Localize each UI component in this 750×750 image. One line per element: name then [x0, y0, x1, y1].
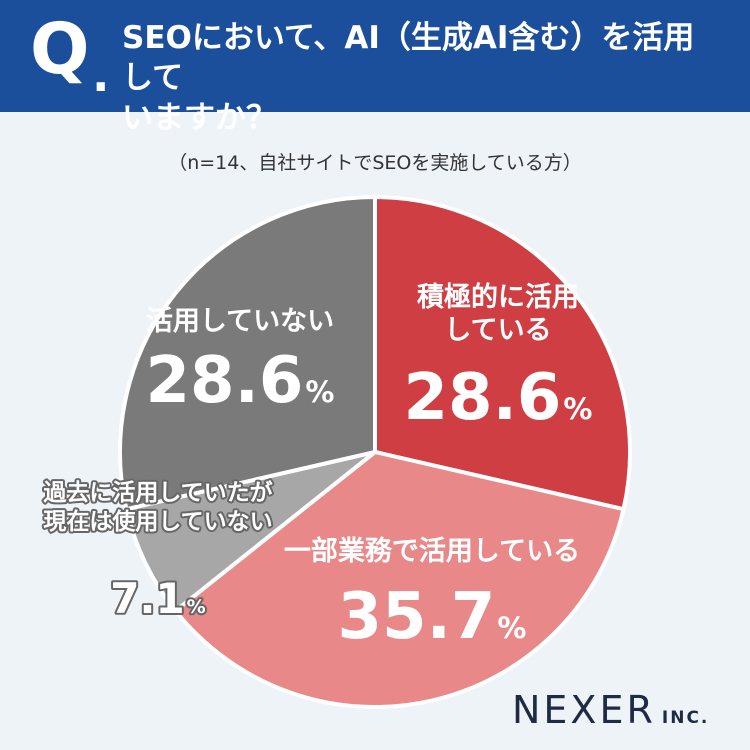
slice-past-use [124, 450, 377, 614]
slice-value: 28.6% [404, 361, 593, 435]
slice-label: 現在は使用していない [43, 508, 272, 535]
slice-active-use [373, 194, 632, 512]
slice-label: している [444, 315, 551, 346]
slice-value: 7.1% [110, 574, 205, 623]
slice-value: 35.7% [338, 580, 527, 654]
nexer-logo: NEXER INC. [512, 688, 709, 732]
slice-label: 一部業務で活用している [284, 535, 580, 567]
slice-partial-use [172, 449, 626, 709]
logo-sub: INC. [661, 708, 710, 728]
slice-label: 活用していない [146, 306, 334, 337]
sample-note: （n=14、自社サイトでSEOを実施している方） [168, 152, 582, 174]
slice-label: 過去に活用していたが [43, 479, 272, 506]
slice-no-use [118, 194, 377, 512]
q-mark: Q [30, 8, 90, 90]
question-header: Q . SEOにおいて、AI（生成AI含む）を活用して いますか？ [0, 0, 750, 136]
slice-label: 積極的に活用 [417, 281, 579, 313]
q-dot: . [92, 48, 110, 102]
logo-main: NEXER [512, 688, 656, 732]
question-line-1: SEOにおいて、AI（生成AI含む）を活用して [122, 20, 695, 96]
question-line-2: いますか？ [122, 100, 277, 136]
pie-slices [118, 194, 632, 709]
slice-value: 28.6% [146, 344, 335, 418]
question-text: SEOにおいて、AI（生成AI含む）を活用して いますか？ [122, 18, 722, 138]
